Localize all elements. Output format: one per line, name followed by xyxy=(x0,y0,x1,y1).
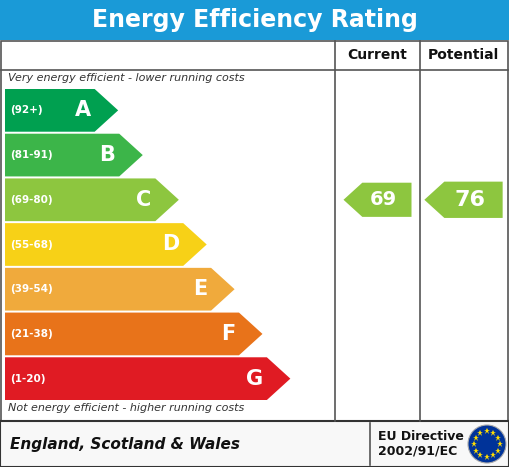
Circle shape xyxy=(468,425,506,463)
Polygon shape xyxy=(425,182,503,218)
Polygon shape xyxy=(344,183,411,217)
Text: Not energy efficient - higher running costs: Not energy efficient - higher running co… xyxy=(8,403,244,413)
Text: (81-91): (81-91) xyxy=(10,150,52,160)
Text: Current: Current xyxy=(348,48,407,62)
Text: (55-68): (55-68) xyxy=(10,240,53,249)
Text: (39-54): (39-54) xyxy=(10,284,53,294)
Polygon shape xyxy=(5,312,263,355)
Polygon shape xyxy=(5,178,179,221)
Bar xyxy=(0,0,509,40)
Text: (69-80): (69-80) xyxy=(10,195,52,205)
Text: (1-20): (1-20) xyxy=(10,374,45,384)
Text: Energy Efficiency Rating: Energy Efficiency Rating xyxy=(92,8,417,32)
Text: A: A xyxy=(74,100,91,120)
Text: (21-38): (21-38) xyxy=(10,329,53,339)
Text: (92+): (92+) xyxy=(10,106,43,115)
Bar xyxy=(0,421,509,467)
Text: B: B xyxy=(99,145,115,165)
Text: EU Directive: EU Directive xyxy=(378,431,464,444)
Text: 76: 76 xyxy=(455,190,486,210)
Bar xyxy=(1,41,508,421)
Text: D: D xyxy=(162,234,179,255)
Polygon shape xyxy=(5,357,290,400)
Polygon shape xyxy=(5,223,207,266)
Text: 69: 69 xyxy=(370,190,398,209)
Text: E: E xyxy=(193,279,207,299)
Text: C: C xyxy=(136,190,151,210)
Text: 2002/91/EC: 2002/91/EC xyxy=(378,445,457,458)
Text: Very energy efficient - lower running costs: Very energy efficient - lower running co… xyxy=(8,73,245,83)
Polygon shape xyxy=(5,134,143,177)
Polygon shape xyxy=(5,268,235,311)
Text: England, Scotland & Wales: England, Scotland & Wales xyxy=(10,437,240,452)
Text: F: F xyxy=(221,324,235,344)
Text: Potential: Potential xyxy=(428,48,499,62)
Text: G: G xyxy=(246,368,263,389)
Polygon shape xyxy=(5,89,118,132)
